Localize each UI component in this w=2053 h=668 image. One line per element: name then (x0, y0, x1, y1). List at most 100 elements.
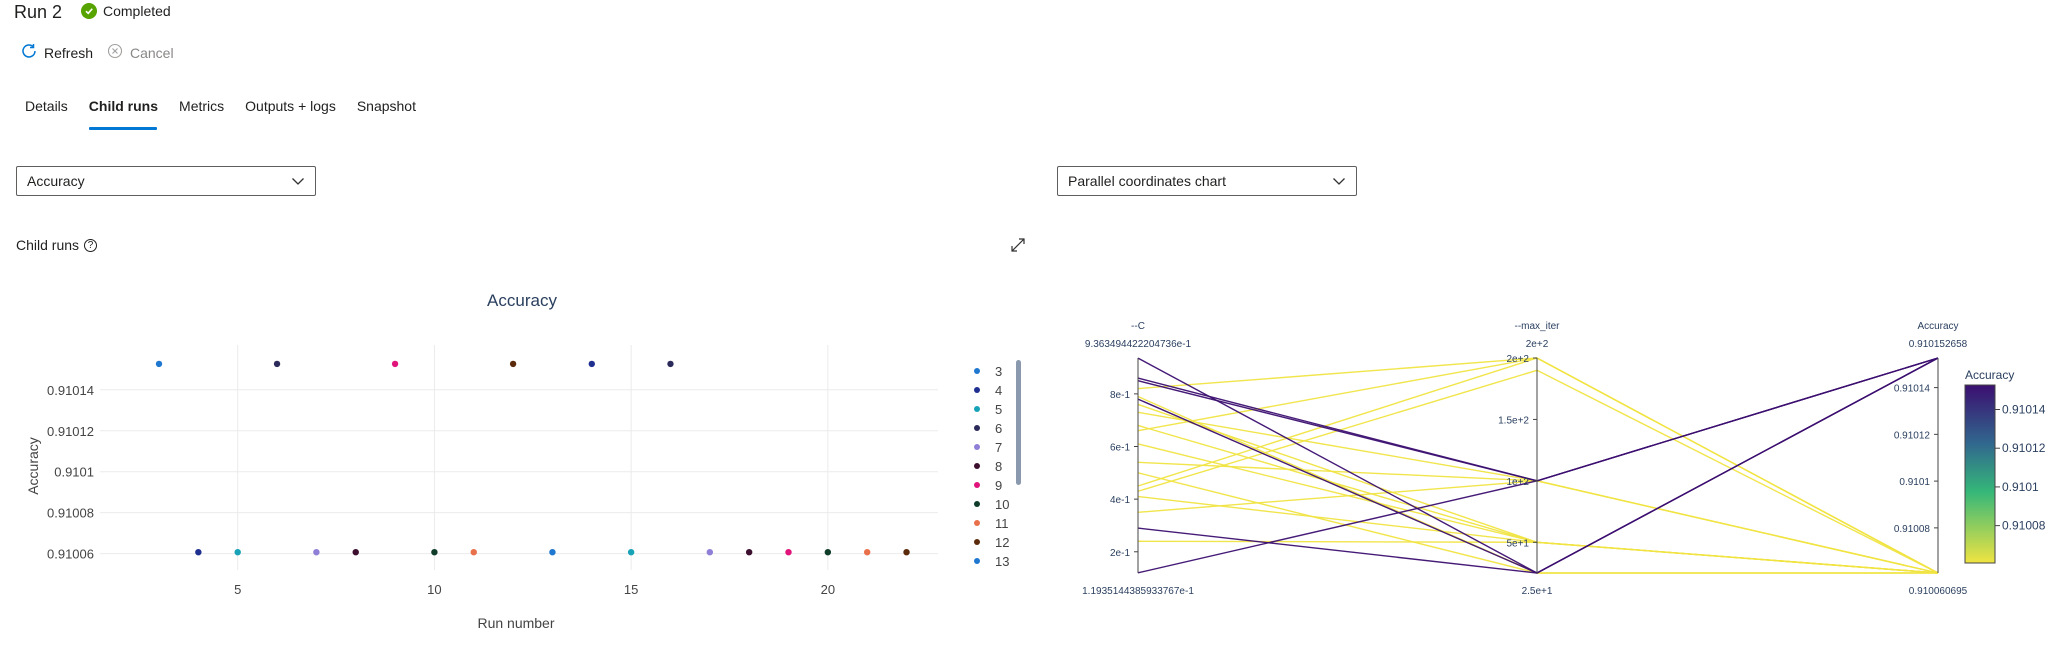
axis-tick-label: 2e+2 (1506, 354, 1529, 365)
data-point[interactable] (273, 360, 281, 368)
data-point[interactable] (509, 360, 517, 368)
page-title: Run 2 (14, 2, 63, 22)
tab-outputs-logs[interactable]: Outputs + logs (245, 98, 336, 114)
cancel-button[interactable]: Cancel (107, 43, 174, 62)
legend-item[interactable]: 12 (974, 535, 1009, 550)
parallel-axis[interactable]: Accuracy 0.910152658 0.910060695 0.91008 0.9… (1894, 321, 1968, 597)
parallel-line[interactable] (1137, 480, 1939, 574)
data-point[interactable] (745, 548, 753, 556)
legend-label: 10 (995, 497, 1009, 512)
axis-min-label: 0.910060695 (1909, 586, 1968, 597)
scatter-points (155, 360, 910, 556)
parallel-line[interactable] (1137, 357, 1939, 574)
scatter-y-ticks: 0.91006 0.91008 0.9101 0.91012 0.91014 (47, 383, 94, 562)
legend-marker (974, 406, 980, 412)
child-runs-label: Child runs ? (16, 237, 98, 253)
legend-marker (974, 463, 980, 469)
parallel-line[interactable] (1137, 357, 1939, 574)
legend-marker (974, 501, 980, 507)
data-point[interactable] (470, 548, 477, 556)
data-point[interactable] (588, 360, 595, 368)
legend-label: 6 (995, 421, 1002, 436)
legend-label: 5 (995, 402, 1002, 417)
colorbar-tick-label: 0.91014 (2002, 403, 2046, 417)
parallel-line[interactable] (1137, 472, 1938, 574)
data-point[interactable] (195, 548, 202, 556)
parallel-axis[interactable]: --C 9.363494422204736e-1 1.193514438593376… (1082, 321, 1194, 597)
status-badge: Completed (81, 3, 171, 19)
parallel-line[interactable] (1137, 411, 1939, 574)
data-point[interactable] (549, 548, 556, 556)
colorbar-tick-label: 0.9101 (2002, 480, 2039, 494)
parallel-axis[interactable]: --max_iter 2e+2 2.5e+1 5e+1 1e+2 1.5e+2 2e+2 (1498, 321, 1560, 597)
metric-dropdown[interactable]: Accuracy (16, 166, 316, 196)
tab-child-runs[interactable]: Child runs (78, 96, 168, 130)
metric-dropdown-value: Accuracy (27, 173, 85, 189)
accuracy-scatter-chart: Accuracy 0.910060.910080.91010.910120.91… (25, 291, 1021, 631)
legend-item[interactable]: 4 (974, 383, 1002, 398)
legend-item[interactable]: 8 (974, 459, 1002, 474)
axis-tick-label: 0.91008 (1894, 524, 1931, 535)
data-point[interactable] (863, 548, 871, 556)
legend-label: 4 (995, 383, 1002, 398)
legend-item[interactable]: 9 (974, 478, 1002, 493)
axis-tick-label: 1.5e+2 (1498, 415, 1529, 426)
tab-snapshot[interactable]: Snapshot (356, 98, 416, 114)
legend-item[interactable]: 10 (974, 497, 1009, 512)
scatter-legend: 3 4 5 6 7 8 9 10 11 12 13 (974, 364, 1009, 569)
data-point[interactable] (824, 548, 832, 556)
data-point[interactable] (903, 548, 910, 556)
parallel-line[interactable] (1137, 357, 1939, 574)
legend-label: 3 (995, 364, 1002, 379)
parallel-line[interactable] (1137, 357, 1939, 574)
y-axis-label: Accuracy (25, 437, 41, 495)
parallel-line[interactable] (1137, 357, 1939, 574)
data-point[interactable] (234, 548, 241, 556)
parallel-lines (1137, 357, 1939, 574)
data-point[interactable] (785, 548, 792, 556)
parallel-line[interactable] (1137, 357, 1939, 482)
axis-tick-label: 0.91014 (1894, 384, 1931, 395)
axis-tick-label: 2e-1 (1110, 548, 1130, 559)
data-point[interactable] (706, 548, 714, 556)
axis-max-label: 0.910152658 (1909, 339, 1968, 350)
data-point[interactable] (155, 360, 163, 368)
chart-type-dropdown[interactable]: Parallel coordinates chart (1057, 166, 1357, 196)
axis-tick-label: 5e+1 (1506, 538, 1529, 549)
axis-tick-label: 1e+2 (1506, 477, 1529, 488)
cancel-label: Cancel (130, 44, 174, 61)
refresh-label: Refresh (44, 44, 94, 61)
parallel-line[interactable] (1137, 403, 1939, 574)
tab-metrics[interactable]: Metrics (179, 98, 225, 114)
axis-tick-label: 0.9101 (1899, 477, 1930, 488)
legend-item[interactable]: 13 (974, 554, 1009, 569)
data-point[interactable] (313, 548, 320, 556)
tab-details[interactable]: Details (25, 98, 68, 114)
legend-item[interactable]: 11 (974, 516, 1009, 531)
data-point[interactable] (431, 548, 438, 556)
expand-icon[interactable] (1010, 237, 1026, 258)
legend-item[interactable]: 3 (974, 364, 1002, 379)
data-point[interactable] (667, 360, 674, 368)
axis-title: --C (1131, 321, 1145, 332)
legend-item[interactable]: 7 (974, 440, 1002, 455)
checkmark-icon (81, 3, 97, 19)
parallel-line[interactable] (1137, 461, 1939, 574)
legend-item[interactable]: 6 (974, 421, 1002, 436)
parallel-line[interactable] (1137, 357, 1939, 482)
parallel-line[interactable] (1137, 357, 1939, 574)
parallel-coordinates-chart: --C 9.363494422204736e-1 1.193514438593376… (1082, 321, 2046, 597)
chevron-down-icon (1332, 173, 1346, 189)
chevron-down-icon (291, 173, 305, 189)
refresh-button[interactable]: Refresh (21, 43, 93, 62)
parallel-line[interactable] (1137, 357, 1939, 574)
cancel-icon (107, 43, 123, 62)
legend-label: 12 (995, 535, 1009, 550)
y-tick-label: 0.91014 (47, 383, 94, 398)
data-point[interactable] (627, 548, 635, 556)
question-circle-icon[interactable]: ? (84, 238, 98, 252)
data-point[interactable] (391, 360, 399, 368)
legend-scrollbar[interactable] (1016, 360, 1021, 485)
legend-item[interactable]: 5 (974, 402, 1002, 417)
data-point[interactable] (352, 548, 359, 556)
